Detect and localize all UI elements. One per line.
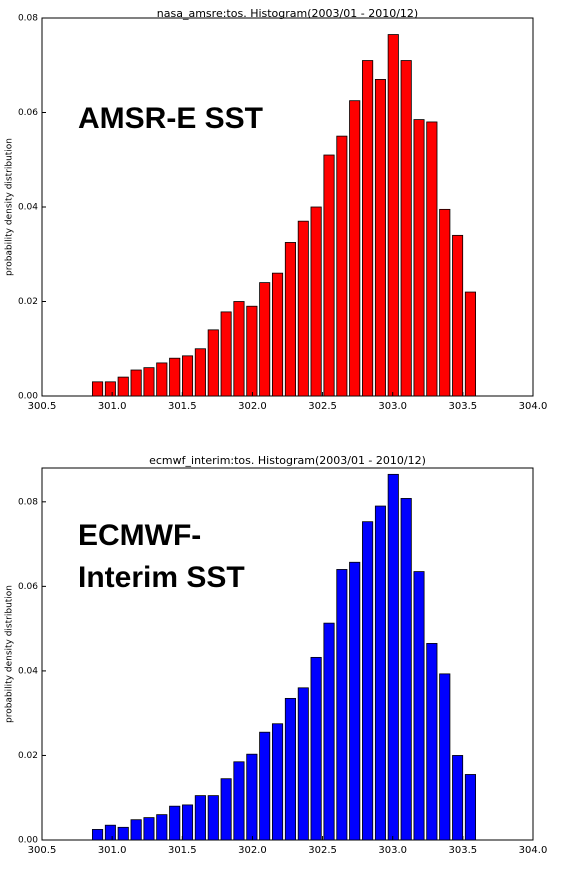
bar xyxy=(349,100,361,397)
annotation: AMSR-E SST xyxy=(78,102,263,135)
bar xyxy=(259,282,271,397)
y-axis-label: probability density distribution xyxy=(5,138,15,276)
bar xyxy=(143,817,155,841)
x-tick-label: 301.0 xyxy=(98,845,127,856)
chart-title: nasa_amsre:tos. Histogram(2003/01 - 2010… xyxy=(157,7,418,20)
x-tick-label: 304.0 xyxy=(519,401,548,412)
bar xyxy=(426,121,438,397)
bar xyxy=(220,311,232,397)
bar xyxy=(271,272,284,397)
bar xyxy=(117,376,129,397)
bar xyxy=(426,643,438,841)
bar xyxy=(91,829,104,841)
bar xyxy=(400,60,412,397)
bar xyxy=(439,673,451,841)
bar xyxy=(169,805,181,841)
y-tick-label: 0.00 xyxy=(18,392,38,402)
bar xyxy=(156,362,168,397)
x-tick-label: 303.5 xyxy=(449,401,478,412)
bar xyxy=(439,208,451,397)
bar xyxy=(130,369,142,397)
bar xyxy=(194,348,206,397)
x-tick-label: 302.0 xyxy=(238,845,267,856)
x-tick-label: 301.5 xyxy=(168,845,197,856)
bar xyxy=(91,381,104,397)
y-tick-label: 0.02 xyxy=(18,751,38,761)
bar xyxy=(194,795,206,841)
bar xyxy=(400,498,412,841)
y-tick-label: 0.02 xyxy=(18,297,38,307)
bar xyxy=(464,774,476,841)
bar xyxy=(259,731,271,841)
bar xyxy=(387,34,399,397)
bar xyxy=(156,814,168,841)
bar xyxy=(143,367,155,397)
y-tick-label: 0.00 xyxy=(18,836,38,846)
bar xyxy=(336,135,348,397)
bar xyxy=(246,305,258,397)
bar xyxy=(452,234,464,397)
bar xyxy=(374,79,386,397)
y-axis-label: probability density distribution xyxy=(5,585,15,723)
y-tick-label: 0.04 xyxy=(18,203,38,213)
bar xyxy=(362,521,374,841)
chart-title: ecmwf_interim:tos. Histogram(2003/01 - 2… xyxy=(149,454,426,467)
x-tick-label: 304.0 xyxy=(519,845,548,856)
x-tick-label: 303.5 xyxy=(449,845,478,856)
annotation: ECMWF- xyxy=(78,519,201,552)
bar xyxy=(323,154,335,397)
bar xyxy=(413,119,425,397)
bar xyxy=(349,561,361,841)
bar xyxy=(246,753,258,841)
bar xyxy=(130,819,142,841)
bar xyxy=(387,473,399,841)
x-tick-label: 301.5 xyxy=(168,401,197,412)
bar xyxy=(220,778,232,841)
bar xyxy=(452,755,464,841)
y-tick-label: 0.08 xyxy=(18,14,38,24)
bar xyxy=(233,301,245,397)
bar xyxy=(271,723,284,841)
bar xyxy=(413,571,425,841)
x-tick-label: 302.5 xyxy=(308,845,337,856)
bar xyxy=(207,329,219,397)
y-tick-label: 0.06 xyxy=(18,108,38,118)
bar xyxy=(362,60,374,397)
bar xyxy=(169,357,181,397)
bar xyxy=(336,569,348,841)
y-tick-label: 0.06 xyxy=(18,582,38,592)
x-tick-label: 301.0 xyxy=(98,401,127,412)
bar xyxy=(233,761,245,841)
bar xyxy=(117,826,129,841)
x-tick-label: 302.0 xyxy=(238,401,267,412)
bar xyxy=(323,622,335,841)
bar xyxy=(104,824,116,841)
bar xyxy=(284,697,297,841)
y-tick-label: 0.08 xyxy=(18,497,38,507)
annotation: Interim SST xyxy=(78,561,245,594)
bar xyxy=(310,656,322,841)
bar xyxy=(104,381,116,397)
bar xyxy=(182,804,194,841)
bar xyxy=(464,291,476,397)
x-tick-label: 300.5 xyxy=(28,845,57,856)
x-tick-label: 303.0 xyxy=(378,845,407,856)
x-tick-label: 303.0 xyxy=(378,401,407,412)
bar xyxy=(297,687,309,841)
bar xyxy=(207,795,219,841)
x-tick-label: 300.5 xyxy=(28,401,57,412)
bar xyxy=(310,206,322,397)
bar xyxy=(374,505,386,841)
y-tick-label: 0.04 xyxy=(18,666,38,676)
bar xyxy=(297,220,309,397)
bar xyxy=(284,242,297,397)
x-tick-label: 302.5 xyxy=(308,401,337,412)
bar xyxy=(182,355,194,397)
